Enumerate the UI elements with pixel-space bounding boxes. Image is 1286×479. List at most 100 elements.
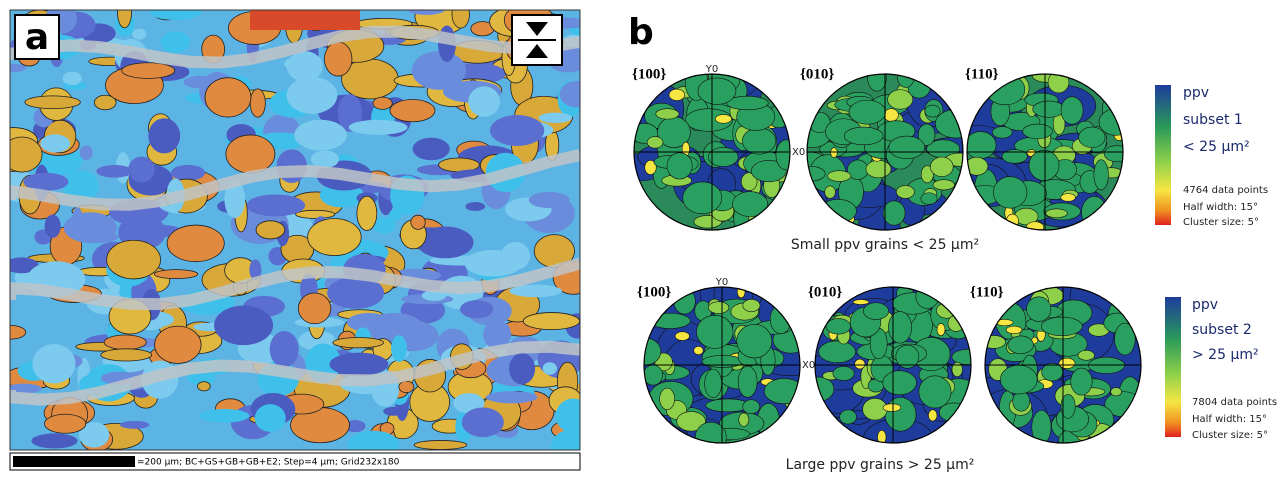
contour-blob xyxy=(883,371,917,395)
red-grain xyxy=(250,10,360,30)
contour-blob xyxy=(853,300,869,305)
scale-bar xyxy=(13,456,135,467)
contour-blob xyxy=(742,128,775,154)
grain xyxy=(205,78,251,117)
compression-icon xyxy=(512,15,562,65)
grain xyxy=(150,4,201,20)
pole-label: {010} xyxy=(800,66,834,82)
contour-blob xyxy=(1008,336,1034,354)
grain xyxy=(296,210,335,218)
contour-blob xyxy=(656,109,679,119)
grain xyxy=(465,202,485,211)
contour-blob xyxy=(1023,124,1053,139)
contour-blob xyxy=(1041,317,1082,336)
grain xyxy=(246,194,305,216)
legend-title: < 25 µm² xyxy=(1183,139,1250,155)
grain xyxy=(373,217,395,233)
grain xyxy=(128,157,155,183)
grain xyxy=(349,120,408,135)
grain xyxy=(287,77,338,114)
contour-blob xyxy=(1061,194,1076,202)
contour-blob xyxy=(844,127,883,145)
grain xyxy=(214,306,273,346)
grain xyxy=(80,145,93,160)
legend-title: subset 2 xyxy=(1192,322,1252,338)
figure: a =200 µm; BC+GS+GB+GB+E2; Step=4 µm; Gr… xyxy=(0,0,1286,479)
contour-blob xyxy=(888,312,911,344)
contour-blob xyxy=(1006,326,1022,334)
grain xyxy=(148,118,180,153)
grain xyxy=(411,215,425,229)
grain xyxy=(468,86,500,116)
legend-info: Half width: 15° xyxy=(1183,202,1258,213)
grain xyxy=(464,250,521,277)
contour-blob xyxy=(930,157,953,177)
grain xyxy=(556,399,591,433)
pole-label: {110} xyxy=(970,284,1004,300)
grain xyxy=(199,409,249,423)
contour-blob xyxy=(825,186,836,198)
contour-blob xyxy=(696,315,733,348)
grain xyxy=(347,313,391,332)
panel-label: a xyxy=(25,17,49,58)
legend-info: Cluster size: 5° xyxy=(1192,430,1268,441)
contour-blob xyxy=(885,398,916,432)
contour-blob xyxy=(819,341,856,363)
grain xyxy=(357,196,377,230)
grain xyxy=(287,51,323,82)
contour-blob xyxy=(993,177,1027,209)
contour-blob xyxy=(770,305,791,334)
axis-label: X0 xyxy=(802,360,815,371)
contour-blob xyxy=(896,185,914,198)
contour-blob xyxy=(1026,222,1043,233)
scale-text: =200 µm; BC+GS+GB+GB+E2; Step=4 µm; Grid… xyxy=(137,458,400,468)
grain xyxy=(383,407,403,416)
panel-label: b xyxy=(628,12,654,53)
grain xyxy=(255,404,286,432)
grain xyxy=(31,433,77,448)
ebsd-map xyxy=(0,0,600,465)
grain xyxy=(390,99,435,121)
contour-blob xyxy=(1061,97,1083,125)
grain xyxy=(543,362,557,375)
legend-info: Cluster size: 5° xyxy=(1183,217,1259,228)
contour-blob xyxy=(1071,368,1092,395)
contour-blob xyxy=(1059,358,1075,368)
pole-figure xyxy=(805,284,984,461)
grain xyxy=(226,135,275,173)
grain xyxy=(509,353,535,384)
contour-blob xyxy=(863,303,888,320)
contour-blob xyxy=(694,346,704,354)
grain xyxy=(529,192,570,208)
contour-blob xyxy=(866,160,891,178)
grain xyxy=(104,335,146,350)
grain xyxy=(324,42,352,76)
contour-blob xyxy=(737,324,772,358)
contour-blob xyxy=(805,377,834,401)
contour-blob xyxy=(683,182,722,214)
grain xyxy=(122,63,175,79)
grain xyxy=(311,151,339,168)
contour-blob xyxy=(650,313,691,328)
axis-label: Y0 xyxy=(705,64,718,75)
contour-blob xyxy=(737,286,745,298)
contour-blob xyxy=(933,180,954,190)
axis-label: X0 xyxy=(792,147,805,158)
contour-blob xyxy=(992,127,1012,139)
grain xyxy=(101,349,152,361)
grain xyxy=(120,421,149,429)
legend-info: Half width: 15° xyxy=(1192,414,1267,425)
legend-title: ppv xyxy=(1192,297,1218,313)
contour-blob xyxy=(889,136,925,159)
contour-blob xyxy=(1042,363,1063,381)
grain xyxy=(413,138,450,161)
grain xyxy=(96,165,132,178)
contour-blob xyxy=(739,413,749,426)
grain xyxy=(490,115,544,146)
contour-blob xyxy=(916,284,939,308)
contour-blob xyxy=(708,302,729,314)
grain xyxy=(373,97,392,109)
contour-blob xyxy=(833,366,854,380)
contour-blob xyxy=(840,410,857,424)
contour-blob xyxy=(702,355,743,367)
